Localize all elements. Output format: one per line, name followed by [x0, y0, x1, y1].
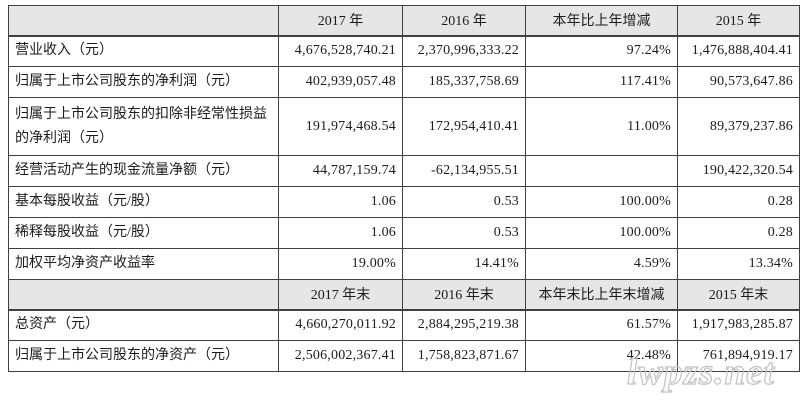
header-2017-year-end: 2017 年末	[278, 279, 403, 311]
table-row-basic-eps: 基本每股收益（元/股） 1.06 0.53 100.00% 0.28	[8, 186, 800, 218]
header-empty-cell	[8, 5, 279, 37]
row-label: 归属于上市公司股东的扣除非经常性损益的净利润（元）	[8, 97, 279, 156]
table-row-operating-cash-flow: 经营活动产生的现金流量净额（元） 44,787,159.74 -62,134,9…	[8, 155, 800, 187]
table-row-diluted-eps: 稀释每股收益（元/股） 1.06 0.53 100.00% 0.28	[8, 217, 800, 249]
table-row-weighted-avg-roe: 加权平均净资产收益率 19.00% 14.41% 4.59% 13.34%	[8, 248, 800, 280]
value-2015: 1,476,888,404.41	[677, 35, 800, 67]
table-header-row-year-end: 2017 年末 2016 年末 本年末比上年末增减 2015 年末	[8, 279, 800, 311]
value-2017: 2,506,002,367.41	[278, 340, 403, 372]
table-header-row-annual: 2017 年 2016 年 本年比上年增减 2015 年	[8, 5, 800, 37]
value-2017: 4,676,528,740.21	[278, 35, 403, 67]
row-label: 总资产（元）	[8, 309, 279, 341]
value-2017: 4,660,270,011.92	[278, 309, 403, 341]
value-2017: 402,939,057.48	[278, 66, 403, 98]
value-2015: 0.28	[677, 186, 800, 218]
value-change: 100.00%	[525, 217, 678, 249]
table-row-total-assets: 总资产（元） 4,660,270,011.92 2,884,295,219.38…	[8, 309, 800, 341]
value-change: 100.00%	[525, 186, 678, 218]
value-change: 117.41%	[525, 66, 678, 98]
row-label: 归属于上市公司股东的净资产（元）	[8, 340, 279, 372]
value-2017: 1.06	[278, 186, 403, 218]
row-label: 稀释每股收益（元/股）	[8, 217, 279, 249]
header-yoy-change: 本年比上年增减	[525, 5, 678, 37]
value-2015: 89,379,237.86	[677, 97, 800, 156]
key-financials-table: 2017 年 2016 年 本年比上年增减 2015 年 营业收入（元） 4,6…	[8, 5, 800, 372]
value-2016: 185,337,758.69	[402, 66, 526, 98]
value-2017: 44,787,159.74	[278, 155, 403, 187]
value-2016: 0.53	[402, 186, 526, 218]
value-change: 97.24%	[525, 35, 678, 67]
header-2017: 2017 年	[278, 5, 403, 37]
header-empty-cell	[8, 279, 279, 311]
row-label: 基本每股收益（元/股）	[8, 186, 279, 218]
header-year-end-change: 本年末比上年末增减	[525, 279, 678, 311]
header-2016-year-end: 2016 年末	[402, 279, 526, 311]
value-change	[525, 155, 678, 187]
value-2015: 761,894,919.17	[677, 340, 800, 372]
value-change: 61.57%	[525, 309, 678, 341]
value-2016: 14.41%	[402, 248, 526, 280]
value-2015: 90,573,647.86	[677, 66, 800, 98]
table-row-revenue: 营业收入（元） 4,676,528,740.21 2,370,996,333.2…	[8, 35, 800, 67]
table-row-net-assets: 归属于上市公司股东的净资产（元） 2,506,002,367.41 1,758,…	[8, 340, 800, 372]
value-2016: -62,134,955.51	[402, 155, 526, 187]
value-2017: 1.06	[278, 217, 403, 249]
value-2015: 190,422,320.54	[677, 155, 800, 187]
value-2017: 191,974,468.54	[278, 97, 403, 156]
table-row-net-profit-excl-nonrecurring: 归属于上市公司股东的扣除非经常性损益的净利润（元） 191,974,468.54…	[8, 97, 800, 156]
table-row-net-profit: 归属于上市公司股东的净利润（元） 402,939,057.48 185,337,…	[8, 66, 800, 98]
value-2016: 2,884,295,219.38	[402, 309, 526, 341]
value-2016: 172,954,410.41	[402, 97, 526, 156]
value-2015: 1,917,983,285.87	[677, 309, 800, 341]
value-change: 4.59%	[525, 248, 678, 280]
value-2017: 19.00%	[278, 248, 403, 280]
value-2016: 1,758,823,871.67	[402, 340, 526, 372]
value-change: 11.00%	[525, 97, 678, 156]
row-label: 加权平均净资产收益率	[8, 248, 279, 280]
value-2016: 2,370,996,333.22	[402, 35, 526, 67]
row-label: 营业收入（元）	[8, 35, 279, 67]
row-label: 经营活动产生的现金流量净额（元）	[8, 155, 279, 187]
header-2015-year-end: 2015 年末	[677, 279, 800, 311]
value-2016: 0.53	[402, 217, 526, 249]
header-2015: 2015 年	[677, 5, 800, 37]
value-change: 42.48%	[525, 340, 678, 372]
value-2015: 13.34%	[677, 248, 800, 280]
value-2015: 0.28	[677, 217, 800, 249]
row-label: 归属于上市公司股东的净利润（元）	[8, 66, 279, 98]
header-2016: 2016 年	[402, 5, 526, 37]
